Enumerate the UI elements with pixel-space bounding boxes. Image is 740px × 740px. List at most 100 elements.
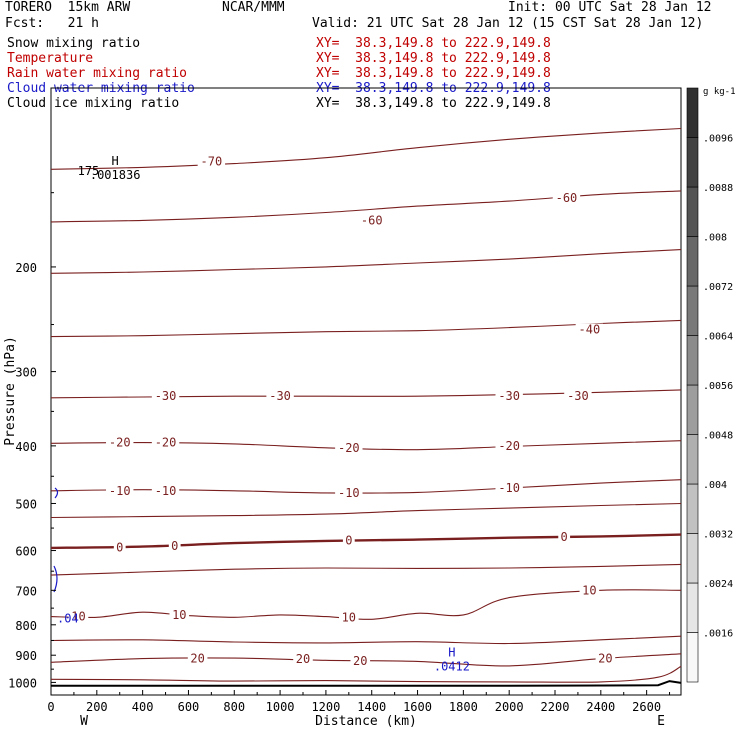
contour-label: 20 (190, 652, 204, 666)
contour-label-bg (266, 390, 294, 403)
field-name-cloud-ice: Cloud ice mixing ratio (7, 96, 180, 111)
x-tick-label: 2600 (632, 700, 661, 714)
field-name-rain: Rain water mixing ratio (7, 66, 188, 81)
east-label: E (657, 714, 665, 729)
contour-label: 20 (353, 654, 367, 668)
contour-label: 10 (342, 611, 356, 625)
colorbar-tick-label: .0032 (703, 530, 733, 541)
colorbar-swatch (686, 186, 699, 237)
contour-label: -20 (498, 439, 520, 453)
colorbar-swatch (686, 384, 699, 435)
field-xy-rain: XY= 38.3,149.8 to 222.9,149.8 (316, 66, 551, 81)
header-init: Init: 00 UTC Sat 28 Jan 12 (508, 0, 712, 15)
contour-label-bg (113, 541, 126, 554)
colorbar-tick-label: .0064 (703, 332, 733, 343)
colorbar-swatch (686, 335, 699, 386)
colorbar-swatch (686, 483, 699, 534)
colorbar-swatch (686, 632, 699, 683)
contour-label-bg (358, 214, 386, 227)
x-tick-label: 1800 (449, 700, 478, 714)
header-valid: Valid: 21 UTC Sat 28 Jan 12 (15 CST Sat … (312, 16, 704, 31)
annotation-label: .04 (57, 611, 79, 625)
contour-label: -10 (155, 484, 177, 498)
x-tick-label: 1000 (266, 700, 295, 714)
contour-label: 20 (296, 652, 310, 666)
contour-label-bg (197, 155, 226, 168)
field-xy-snow: XY= 38.3,149.8 to 222.9,149.8 (316, 36, 551, 51)
colorbar-tick-label: .0088 (703, 183, 733, 194)
contour-label-bg (168, 540, 181, 553)
contour-label: 0 (345, 533, 352, 547)
colorbar-tick-label: .004 (703, 480, 727, 491)
isotherm-line (50, 127, 682, 170)
high-marker: H (448, 645, 455, 659)
y-axis-title: Pressure (hPa) (3, 336, 18, 446)
y-tick-label: 500 (15, 497, 37, 511)
high-value: .001836 (90, 168, 141, 182)
contour-label: -10 (109, 484, 131, 498)
x-tick-label: 800 (223, 700, 245, 714)
contour-label-bg (564, 390, 592, 403)
colorbar-unit: g kg-1 (703, 87, 736, 97)
contour-label: -40 (579, 323, 601, 337)
y-tick-label: 600 (15, 545, 37, 559)
colorbar-tick-label: .0096 (703, 134, 733, 145)
colorbar-tick-label: .0024 (703, 579, 733, 590)
cloud-water-contour (53, 565, 58, 593)
contour-label-bg (68, 610, 89, 623)
contour-label-bg (151, 484, 180, 497)
x-tick-label: 2200 (541, 700, 570, 714)
contour-label: 10 (71, 610, 85, 624)
isotherm-line (50, 249, 682, 274)
contour-label-bg (151, 436, 180, 449)
contour-label-bg (495, 482, 523, 495)
colorbar-tick-label: .0072 (703, 282, 733, 293)
contour-label: 10 (172, 608, 186, 622)
x-axis-title: Distance (km) (315, 714, 417, 729)
field-xy-cloud-ice: XY= 38.3,149.8 to 222.9,149.8 (316, 96, 551, 111)
x-tick-label: 0 (47, 700, 54, 714)
isotherm-line (50, 533, 682, 550)
y-tick-label: 300 (15, 366, 37, 380)
contour-label: 20 (598, 652, 612, 666)
colorbar-swatch (686, 137, 699, 188)
contour-label-bg (342, 534, 355, 547)
contour-label-bg (552, 191, 581, 204)
contour-label: -20 (155, 436, 177, 450)
contour-label-bg (579, 584, 600, 597)
isotherm-line (50, 190, 682, 223)
contour-label: -20 (109, 436, 131, 450)
contour-label: -70 (201, 155, 223, 169)
colorbar-swatch (686, 236, 699, 287)
contour-label: 0 (171, 539, 178, 553)
y-tick-label: 700 (15, 584, 37, 598)
isotherm-line (50, 440, 682, 451)
x-tick-label: 1600 (403, 700, 432, 714)
contour-label: 0 (561, 530, 568, 544)
field-xy-temperature: XY= 38.3,149.8 to 222.9,149.8 (316, 51, 551, 66)
colorbar-tick-label: .0048 (703, 431, 733, 442)
colorbar-tick-label: .0056 (703, 381, 733, 392)
x-tick-label: 1200 (311, 700, 340, 714)
contour-label-bg (169, 608, 190, 621)
contour-label: -20 (338, 441, 360, 455)
colorbar-swatch (686, 582, 699, 633)
contour-label-bg (293, 652, 313, 665)
contour-label: -30 (155, 389, 177, 403)
contour-label: -30 (498, 389, 520, 403)
colorbar-swatch (686, 285, 699, 336)
contour-label-bg (495, 439, 523, 452)
field-name-cloud-water: Cloud water mixing ratio (7, 81, 195, 96)
y-tick-label: 1000 (8, 676, 37, 690)
isotherm-line (50, 563, 682, 576)
header-fcst: Fcst: 21 h (5, 16, 99, 31)
field-name-snow: Snow mixing ratio (7, 36, 141, 51)
y-tick-label: 200 (15, 261, 37, 275)
colorbar-swatch (686, 434, 699, 485)
contour-label-bg (558, 530, 571, 543)
isotherm-line (50, 665, 682, 683)
x-tick-label: 2400 (586, 700, 615, 714)
high-value: .0412 (434, 659, 470, 673)
colorbar-swatch (686, 533, 699, 584)
